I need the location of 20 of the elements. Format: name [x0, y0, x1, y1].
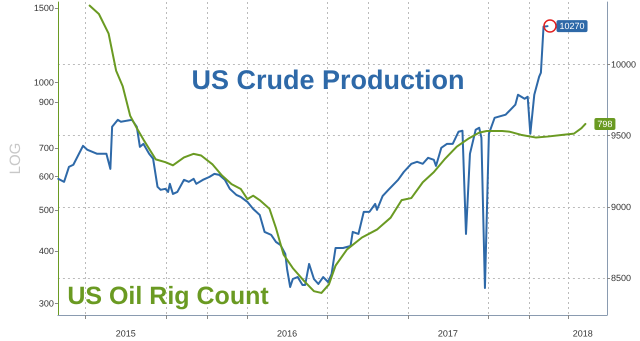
- x-tick-label: 2017: [438, 328, 458, 338]
- y-tick-label: 500: [38, 204, 54, 215]
- y-tick-label: 600: [38, 171, 54, 182]
- series-label: US Crude Production: [191, 65, 465, 95]
- series-label: US Oil Rig Count: [67, 282, 270, 310]
- data-label: 798: [597, 118, 612, 129]
- x-tick-label: 2016: [277, 328, 298, 338]
- y-tick-label: 400: [38, 246, 54, 256]
- y-tick-label: 700: [38, 143, 54, 154]
- y2-tick-label: 9500: [611, 130, 632, 141]
- y-tick-label: 1500: [34, 3, 54, 14]
- y-tick-label: 900: [38, 96, 54, 107]
- x-tick-label: 2018: [572, 328, 593, 338]
- x-tick-label: 2015: [116, 328, 136, 338]
- data-label: 10270: [560, 21, 585, 32]
- y2-tick-label: 9000: [611, 202, 632, 212]
- y2-tick-label: 8500: [611, 273, 632, 284]
- y-tick-label: 300: [38, 298, 54, 309]
- y2-tick-label: 10000: [611, 60, 636, 70]
- y-tick-label: 1000: [34, 77, 54, 88]
